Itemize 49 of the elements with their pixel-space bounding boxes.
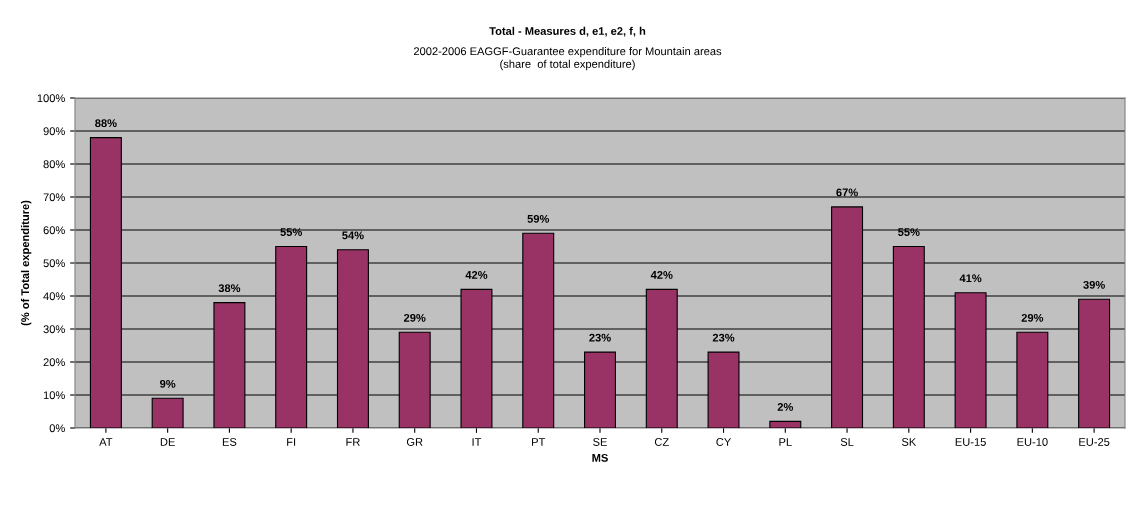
x-tick-label: GR	[406, 438, 423, 446]
y-tick-label: 20%	[43, 358, 65, 367]
y-tick-label: 60%	[43, 226, 65, 235]
x-tick-label: EU-15	[955, 438, 986, 446]
data-label: 59%	[527, 214, 550, 223]
y-tick-label: 90%	[43, 127, 65, 136]
x-tick-label: CY	[716, 438, 731, 446]
x-tick-label: PL	[779, 438, 792, 446]
y-tick-label: 70%	[43, 193, 65, 202]
x-tick-label: IT	[472, 438, 482, 446]
y-tick-label: 10%	[43, 391, 65, 400]
x-axis-title: MS	[592, 453, 608, 462]
data-label: 41%	[959, 274, 982, 283]
x-tick-label: FR	[346, 438, 360, 446]
y-tick-label: 100%	[37, 94, 65, 103]
data-label: 88%	[95, 119, 117, 128]
x-tick-label: SE	[593, 438, 607, 446]
x-tick-label: FI	[287, 438, 296, 446]
x-tick-label: ES	[222, 438, 237, 446]
x-tick-label: SK	[901, 438, 917, 446]
data-label: 29%	[403, 313, 426, 322]
y-tick-label: 50%	[43, 259, 65, 268]
x-tick-label: PT	[532, 438, 546, 446]
x-tick-label: SL	[840, 438, 854, 446]
data-label: 9%	[160, 379, 176, 388]
x-tick-label: EU-10	[1017, 438, 1048, 446]
data-label: 67%	[836, 188, 858, 197]
x-tick-label: DE	[160, 438, 175, 446]
data-label: 55%	[280, 228, 302, 236]
chart-subtitle: 2002-2006 EAGGF-Guarantee expenditure for Mountain areas (share of total expenditure)	[413, 47, 722, 71]
data-label: 2%	[777, 403, 794, 411]
chart-title: Total - Measures d, e1, e2, f, h	[489, 26, 646, 37]
y-axis-title: (% of Total expenditure)	[20, 200, 32, 326]
data-label: 42%	[465, 271, 488, 279]
data-label: 55%	[898, 228, 920, 236]
y-tick-label: 30%	[43, 325, 65, 334]
y-tick-label: 40%	[43, 292, 65, 301]
y-tick-label: 80%	[43, 160, 65, 169]
data-label: 23%	[712, 333, 735, 342]
data-label: 38%	[218, 284, 241, 293]
data-label: 29%	[1021, 313, 1044, 322]
x-tick-label: EU-25	[1079, 438, 1110, 446]
data-label: 39%	[1083, 280, 1105, 289]
data-label: 42%	[650, 271, 673, 279]
y-tick-label: 0%	[49, 424, 65, 433]
data-label: 23%	[589, 333, 611, 342]
data-label: 54%	[342, 231, 364, 240]
x-tick-label: CZ	[654, 438, 669, 446]
x-tick-label: AT	[99, 438, 113, 446]
